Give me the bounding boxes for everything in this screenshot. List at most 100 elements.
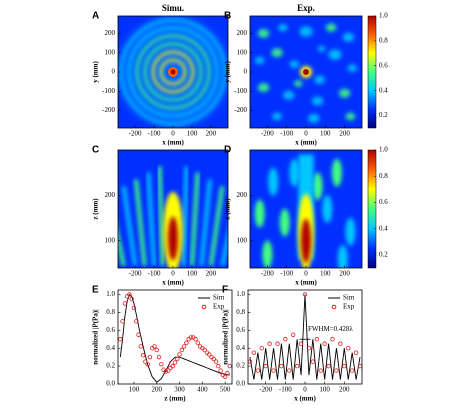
x-axis-label: x (mm) <box>162 139 184 147</box>
marker <box>349 368 355 373</box>
y-tick-label: 0.6 <box>106 326 115 334</box>
marker <box>202 347 207 353</box>
x-tick-label: -100 <box>280 270 293 278</box>
y-tick-label: 0.4 <box>236 344 245 352</box>
marker <box>136 332 141 337</box>
marker <box>334 368 339 373</box>
marker <box>131 305 137 311</box>
blob <box>328 49 342 60</box>
marker <box>145 362 150 367</box>
marker <box>181 344 187 349</box>
y-axis-label: y (mm) <box>224 61 232 83</box>
panel-title: Exp. <box>297 3 315 13</box>
x-tick-label: 300 <box>174 386 185 394</box>
marker <box>184 340 189 346</box>
x-tick-label: 100 <box>319 386 330 394</box>
marker <box>287 368 292 373</box>
ring <box>127 26 219 118</box>
colorbar-tick-label: 0.2 <box>379 111 388 119</box>
marker <box>248 359 253 364</box>
y-tick-label: 0.0 <box>236 380 245 388</box>
x-tick-label: 200 <box>339 386 350 394</box>
marker <box>138 344 143 349</box>
blob <box>317 45 326 52</box>
marker <box>255 368 261 373</box>
blob <box>308 113 320 123</box>
marker <box>291 332 296 337</box>
y-tick-label: 0.6 <box>236 326 245 334</box>
plot-area <box>250 16 362 128</box>
y-tick-label: 0.8 <box>106 308 115 316</box>
annotation: FWHM=0.428λ <box>308 325 353 333</box>
x-tick-label: 200 <box>339 270 350 278</box>
colorbar <box>367 149 377 269</box>
blob <box>278 23 288 32</box>
blob <box>254 199 265 228</box>
marker <box>306 345 312 351</box>
streak <box>118 228 126 267</box>
y-tick-label: 0 <box>112 68 116 76</box>
marker <box>188 335 194 340</box>
x-tick-label: 0 <box>171 270 175 278</box>
marker <box>227 363 232 369</box>
y-tick-label: 0.2 <box>236 362 245 370</box>
focal-core <box>301 218 311 263</box>
streak <box>220 228 228 267</box>
blob <box>268 167 279 196</box>
marker <box>353 350 359 355</box>
marker <box>222 374 228 380</box>
marker <box>211 356 216 362</box>
legend-swatch <box>331 304 337 310</box>
blob <box>325 23 337 32</box>
y-tick-label: 100 <box>237 48 248 56</box>
y-tick-label: 0 <box>244 68 248 76</box>
x-tick-label: -100 <box>148 270 161 278</box>
y-tick-label: 100 <box>105 236 116 244</box>
y-axis-label: z (mm) <box>92 198 100 220</box>
x-axis-label: z (mm) <box>164 395 186 403</box>
marker <box>279 363 284 369</box>
x-tick-label: 100 <box>320 130 331 138</box>
x-axis-label: x (mm) <box>162 279 184 287</box>
series-line <box>249 294 361 380</box>
plot-frame <box>117 289 233 385</box>
y-tick-label: 1.0 <box>106 290 115 298</box>
colorbar-tick-label: 0.8 <box>379 36 388 44</box>
marker <box>195 340 200 346</box>
colorbar-tick-label: 0.2 <box>379 250 388 258</box>
blob <box>342 32 355 42</box>
y-tick-label: 0.8 <box>236 308 245 316</box>
legend-label: Exp <box>343 303 355 311</box>
marker <box>134 319 139 324</box>
plot-area <box>250 150 362 268</box>
blob <box>299 26 313 37</box>
marker <box>338 341 343 346</box>
colorbar-tick-label: 0.8 <box>379 172 388 180</box>
y-tick-label: 1.0 <box>236 290 245 298</box>
blob <box>254 56 265 65</box>
marker <box>322 341 327 346</box>
marker <box>259 345 264 351</box>
marker <box>302 292 308 297</box>
colorbar-tick-label: 1.0 <box>379 146 388 154</box>
ring <box>151 50 195 94</box>
x-tick-label: -200 <box>129 130 142 138</box>
blob <box>257 28 270 38</box>
marker <box>218 368 223 373</box>
panel-label: B <box>224 11 231 22</box>
blob <box>272 112 282 121</box>
x-tick-label: -100 <box>148 130 161 138</box>
marker <box>156 354 162 360</box>
panel-title: Simu. <box>162 3 184 13</box>
x-tick-label: 200 <box>206 130 217 138</box>
x-tick-label: -200 <box>129 270 142 278</box>
blob <box>314 75 325 84</box>
x-tick-label: 100 <box>320 270 331 278</box>
plot-area <box>118 16 228 128</box>
marker <box>172 360 178 365</box>
marker <box>147 354 153 360</box>
streak <box>189 172 200 266</box>
plot-area <box>248 292 362 380</box>
marker <box>159 362 164 367</box>
